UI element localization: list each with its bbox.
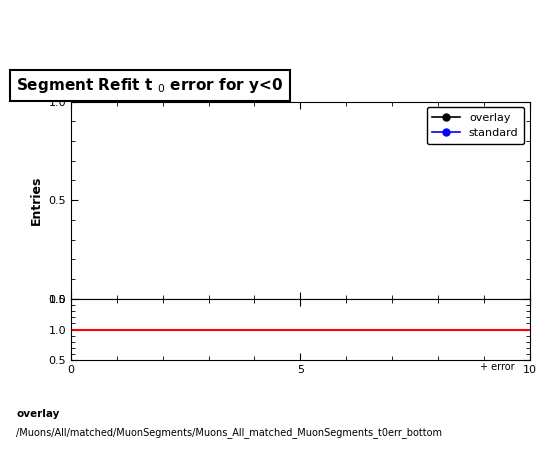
Text: Segment Refit t $_{0}$ error for y<0: Segment Refit t $_{0}$ error for y<0 (16, 76, 283, 95)
Legend: overlay, standard: overlay, standard (426, 107, 524, 144)
Text: + error: + error (480, 362, 515, 372)
Text: overlay: overlay (16, 409, 60, 419)
Text: /Muons/All/matched/MuonSegments/Muons_All_matched_MuonSegments_t0err_bottom: /Muons/All/matched/MuonSegments/Muons_Al… (16, 427, 442, 438)
Y-axis label: Entries: Entries (30, 176, 43, 225)
